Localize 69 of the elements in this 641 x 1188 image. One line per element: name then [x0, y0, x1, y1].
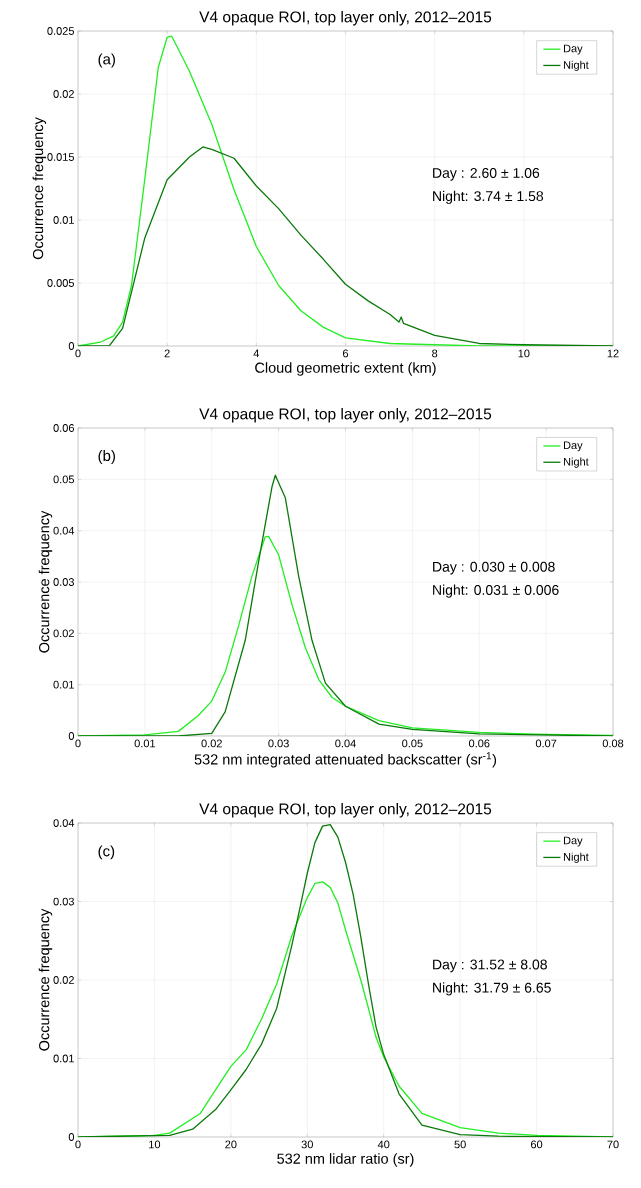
x-tick-label: 0.06: [468, 739, 490, 748]
y-axis-title: Occurrence frequency: [38, 908, 53, 1051]
y-tick-label: 0: [68, 732, 75, 740]
y-tick-label: 0.03: [53, 897, 74, 906]
x-tick-label: 4: [253, 349, 260, 358]
x-tick-label: 60: [531, 1140, 543, 1149]
annotation: (c): [98, 845, 115, 860]
y-tick-label: 0.05: [53, 475, 74, 484]
x-tick-label: 0: [75, 349, 81, 358]
x-tick-label: 0.01: [134, 739, 156, 748]
y-tick-label: 0.01: [53, 1054, 74, 1063]
legend-label: Day: [563, 441, 583, 452]
line-series: [78, 823, 613, 1138]
y-tick-label: 0: [68, 342, 75, 350]
x-tick-label: 0: [75, 1140, 81, 1149]
x-tick-label: 6: [343, 349, 349, 358]
x-tick-label: 20: [225, 1140, 237, 1149]
x-tick-label: 0.08: [602, 739, 624, 748]
legend-label: Night: [563, 852, 589, 863]
legend-label: Day: [563, 836, 583, 847]
y-tick-label: 0.06: [53, 424, 74, 432]
x-tick-label: 8: [432, 349, 438, 358]
line-series: [78, 146, 613, 347]
y-tick-label: 0.005: [47, 279, 74, 287]
x-axis-title: 532 nm lidar ratio (sr): [277, 1153, 414, 1167]
x-tick-label: 0.05: [402, 739, 423, 748]
x-tick-label: 10: [149, 1140, 161, 1149]
y-tick-label: 0.015: [47, 153, 74, 161]
x-tick-label: 30: [301, 1140, 313, 1149]
x-tick-label: 40: [377, 1140, 390, 1149]
y-tick-label: 0.03: [53, 578, 74, 586]
line-series: [78, 474, 613, 736]
y-tick-label: 0.025: [47, 27, 74, 35]
x-tick-label: 0.07: [535, 739, 557, 748]
y-tick-label: 0.02: [53, 976, 74, 984]
x-tick-label: 10: [518, 349, 530, 358]
legend-label: Day: [563, 44, 583, 55]
x-tick-label: 0: [75, 739, 81, 748]
annotation: Night: 3.74 ± 1.58: [433, 190, 544, 204]
x-tick-label: 0.02: [201, 739, 222, 748]
annotation: (a): [98, 53, 115, 68]
annotation: (b): [98, 450, 115, 464]
x-axis-title: 532 nm integrated attenuated backscatter (sr$^{-1}$): [194, 752, 497, 768]
legend-label: Night: [563, 457, 589, 468]
y-tick-label: 0.02: [53, 90, 74, 98]
legend-label: Night: [563, 60, 589, 71]
x-tick-label: 2: [164, 349, 170, 358]
y-tick-label: 0: [68, 1133, 75, 1141]
x-tick-label: 0.03: [268, 739, 289, 748]
chart-title: V4 opaque ROI, top layer only, 2012–2015: [199, 11, 492, 26]
chart-title: V4 opaque ROI, top layer only, 2012–2015: [199, 408, 492, 423]
x-tick-label: 12: [607, 349, 619, 358]
annotation: Night: 31.79 ± 6.65: [433, 982, 551, 996]
x-tick-label: 0.04: [335, 739, 356, 748]
y-tick-label: 0.01: [53, 680, 74, 689]
x-tick-label: 70: [607, 1140, 619, 1149]
annotation: Day : 31.52 ± 8.08: [433, 959, 547, 973]
y-axis-title: Occurrence frequency: [32, 117, 47, 260]
y-tick-label: 0.01: [53, 216, 74, 224]
y-tick-label: 0.04: [53, 819, 75, 827]
annotation: Day : 2.60 ± 1.06: [433, 167, 540, 181]
y-tick-label: 0.04: [53, 526, 75, 535]
x-axis-title: Cloud geometric extent (km): [255, 362, 436, 376]
annotation: Day : 0.030 ± 0.008: [433, 561, 555, 575]
annotation: Night: 0.031 ± 0.006: [433, 584, 559, 598]
chart-title: V4 opaque ROI, top layer only, 2012–2015: [199, 803, 492, 818]
x-tick-label: 50: [454, 1140, 466, 1149]
y-tick-label: 0.02: [53, 629, 74, 638]
y-axis-title: Occurrence frequency: [38, 510, 53, 653]
